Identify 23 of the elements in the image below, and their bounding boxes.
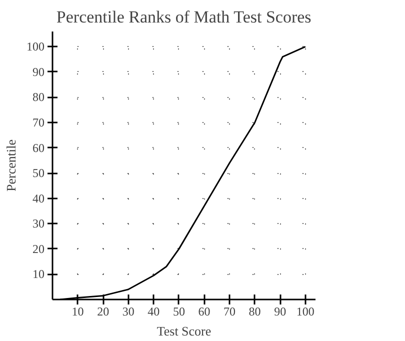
chart-title: Percentile Ranks of Math Test Scores (56, 8, 312, 26)
y-tick-label: 40 (32, 191, 44, 206)
y-tick-label: 50 (32, 166, 44, 180)
x-tick-label: 70 (224, 304, 236, 318)
y-tick-label: 10 (32, 267, 44, 282)
x-axis-title: Test Score (156, 324, 212, 338)
y-tick-label: 90 (32, 64, 44, 79)
y-tick-label: 100 (26, 40, 44, 54)
x-tick-label: 40 (148, 304, 160, 318)
y-tick-label: 60 (32, 140, 44, 155)
y-tick-label: 20 (32, 242, 44, 256)
x-tick-label: 50 (172, 304, 185, 318)
y-axis-title: Percentile (4, 139, 18, 192)
y-tick-label: 70 (32, 116, 44, 130)
x-tick-label: 60 (198, 304, 210, 318)
x-tick-label: 80 (248, 304, 261, 318)
y-tick-label: 80 (32, 90, 44, 104)
x-tick-label: 30 (122, 304, 134, 318)
y-tick-label: 30 (32, 216, 44, 231)
x-tick-label: 20 (97, 304, 110, 318)
x-tick-label: 10 (72, 304, 84, 318)
x-tick-label: 100 (296, 304, 314, 318)
x-tick-label: 90 (274, 304, 286, 318)
